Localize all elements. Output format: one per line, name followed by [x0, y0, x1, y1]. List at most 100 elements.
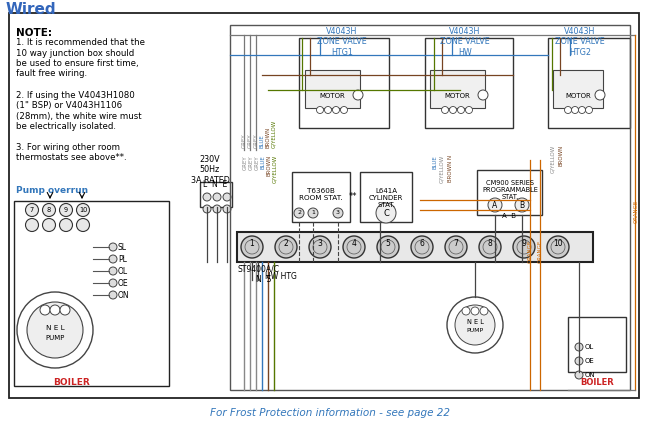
Bar [425, 38, 513, 128]
Circle shape [450, 106, 457, 114]
Circle shape [60, 305, 70, 315]
Circle shape [60, 219, 72, 232]
Text: ORANGE: ORANGE [538, 240, 542, 263]
Circle shape [203, 205, 211, 213]
Text: 4: 4 [351, 240, 356, 249]
Text: GREY: GREY [248, 155, 254, 170]
Circle shape [40, 305, 50, 315]
Circle shape [109, 279, 117, 287]
Bar [553, 70, 603, 108]
Text: V4043H
ZONE VALVE
HW: V4043H ZONE VALVE HW [440, 27, 490, 57]
Text: G/YELLOW: G/YELLOW [551, 145, 556, 173]
Circle shape [316, 106, 324, 114]
Circle shape [333, 208, 343, 218]
Circle shape [313, 240, 327, 254]
Circle shape [213, 193, 221, 201]
Bar [360, 172, 412, 222]
Circle shape [27, 302, 83, 358]
Circle shape [575, 357, 583, 365]
Text: MOTOR: MOTOR [565, 93, 591, 99]
Circle shape [17, 292, 93, 368]
Circle shape [340, 106, 347, 114]
Text: GREY: GREY [248, 133, 252, 148]
Text: A: A [492, 200, 498, 209]
Text: G/YELLOW: G/YELLOW [272, 155, 278, 183]
Circle shape [353, 90, 363, 100]
Text: G/YELLOW: G/YELLOW [272, 120, 276, 148]
Circle shape [223, 205, 231, 213]
Circle shape [109, 291, 117, 299]
Text: GREY: GREY [243, 155, 248, 170]
Text: **: ** [349, 192, 358, 201]
Text: 8: 8 [47, 207, 51, 213]
Text: 7: 7 [30, 207, 34, 213]
Text: BOILER: BOILER [54, 378, 91, 387]
Text: ST9400A/C: ST9400A/C [238, 265, 280, 274]
Text: NOTE:: NOTE: [16, 28, 52, 38]
Bar [230, 25, 630, 390]
Text: N E L: N E L [466, 319, 483, 325]
Text: Pump overrun: Pump overrun [16, 186, 88, 195]
Circle shape [377, 236, 399, 258]
Circle shape [478, 90, 488, 100]
Text: ORANGE: ORANGE [527, 240, 532, 263]
Text: N E L: N E L [46, 325, 64, 331]
Text: (28mm), the white wire must: (28mm), the white wire must [16, 111, 142, 121]
Text: HW HTG: HW HTG [265, 272, 297, 281]
Circle shape [25, 219, 39, 232]
Bar [200, 182, 232, 207]
Text: GREY: GREY [241, 133, 247, 148]
Text: GREY: GREY [254, 133, 259, 148]
Text: 230V
50Hz
3A RATED: 230V 50Hz 3A RATED [191, 155, 230, 185]
Text: (1" BSP) or V4043H1106: (1" BSP) or V4043H1106 [16, 101, 122, 110]
Text: PL: PL [118, 254, 127, 263]
Circle shape [586, 106, 593, 114]
Text: V4043H
ZONE VALVE
HTG2: V4043H ZONE VALVE HTG2 [555, 27, 605, 57]
Text: B: B [520, 200, 525, 209]
Circle shape [575, 371, 583, 379]
Circle shape [43, 203, 56, 216]
Text: T6360B
ROOM STAT.: T6360B ROOM STAT. [300, 188, 343, 201]
Text: BLUE: BLUE [259, 134, 265, 148]
Text: OL: OL [118, 267, 128, 276]
Circle shape [325, 106, 331, 114]
Circle shape [578, 106, 586, 114]
Text: 1. It is recommended that the: 1. It is recommended that the [16, 38, 145, 47]
Text: BLUE: BLUE [261, 155, 265, 169]
Circle shape [76, 203, 89, 216]
Circle shape [294, 208, 304, 218]
Circle shape [517, 240, 531, 254]
Circle shape [480, 307, 488, 315]
Text: 6: 6 [419, 240, 424, 249]
Circle shape [223, 193, 231, 201]
Text: 3: 3 [336, 211, 340, 216]
Circle shape [575, 343, 583, 351]
Circle shape [309, 236, 331, 258]
Circle shape [551, 240, 565, 254]
Text: MOTOR: MOTOR [444, 93, 470, 99]
Circle shape [465, 106, 472, 114]
Text: BROWN: BROWN [558, 145, 564, 166]
Circle shape [343, 236, 365, 258]
Circle shape [308, 208, 318, 218]
Circle shape [449, 240, 463, 254]
Circle shape [381, 240, 395, 254]
Circle shape [245, 240, 259, 254]
Circle shape [241, 236, 263, 258]
Bar [237, 232, 593, 262]
Circle shape [50, 305, 60, 315]
Circle shape [60, 203, 72, 216]
Text: thermostats see above**.: thermostats see above**. [16, 154, 127, 162]
Circle shape [471, 307, 479, 315]
Circle shape [347, 240, 361, 254]
Circle shape [455, 305, 495, 345]
Text: For Frost Protection information - see page 22: For Frost Protection information - see p… [210, 408, 450, 418]
Text: BROWN: BROWN [265, 127, 270, 148]
Circle shape [76, 219, 89, 232]
Circle shape [571, 106, 578, 114]
Text: 9: 9 [521, 240, 527, 249]
Text: BOILER: BOILER [580, 378, 614, 387]
Text: ON: ON [585, 372, 596, 378]
Bar [568, 317, 626, 372]
Circle shape [445, 236, 467, 258]
